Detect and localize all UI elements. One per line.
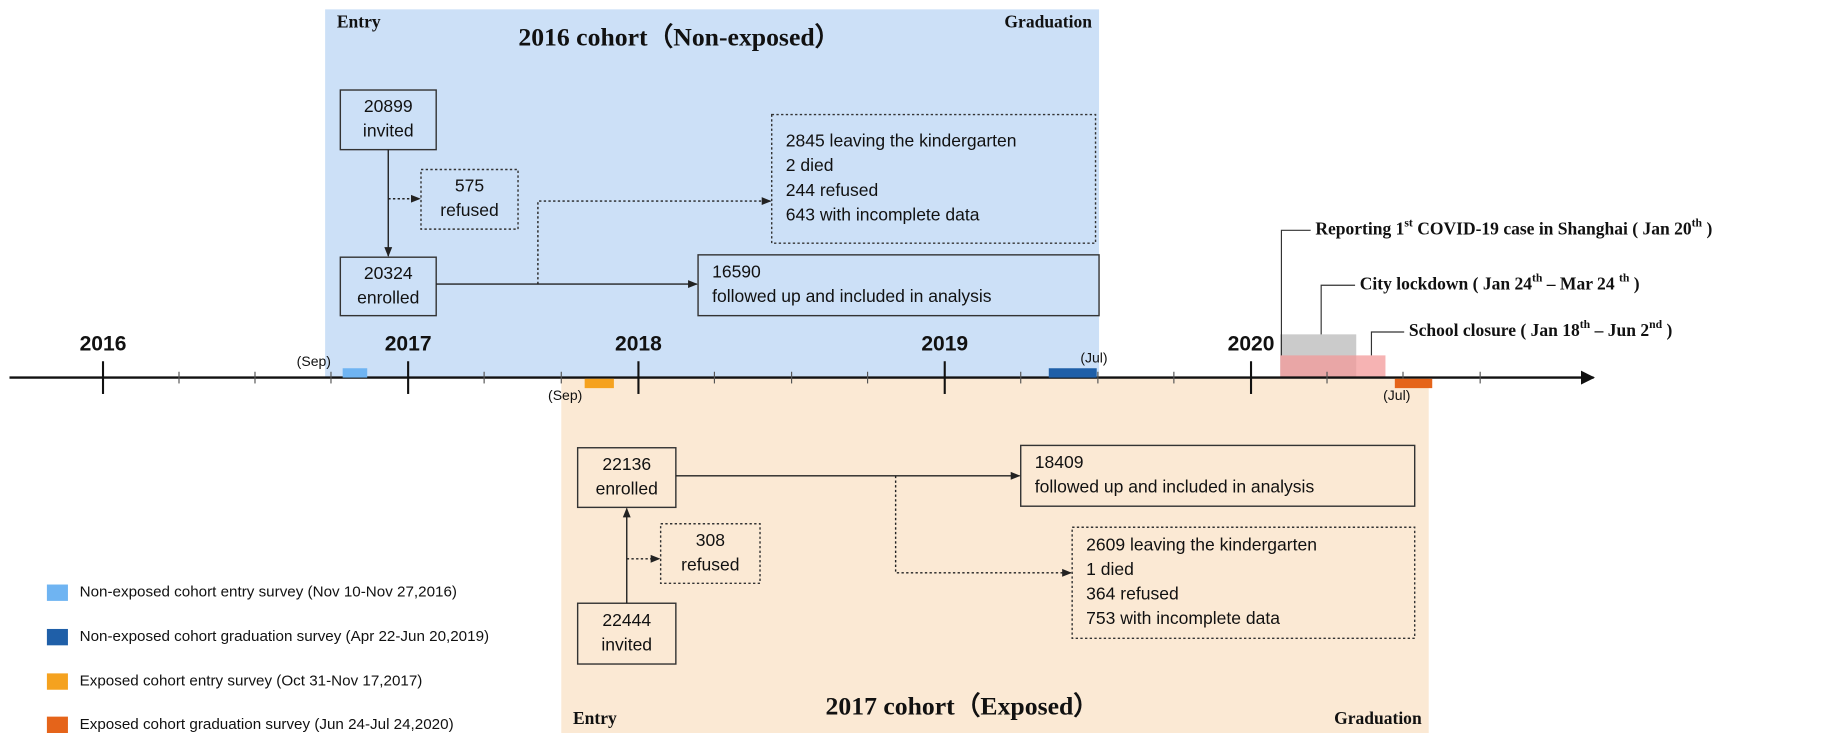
event-label: City lockdown ( Jan 24th – Mar 24 th )	[1360, 271, 1640, 293]
box-text: invited	[601, 635, 652, 655]
entry-label: Entry	[573, 708, 617, 728]
event-label: Reporting 1st COVID-19 case in Shanghai …	[1315, 216, 1712, 238]
legend-label: Non-exposed cohort graduation survey (Ap…	[80, 628, 489, 645]
box-text: 244 refused	[786, 180, 879, 200]
box-text: followed up and included in analysis	[712, 286, 992, 306]
box-text: 364 refused	[1086, 584, 1179, 604]
legend-label: Exposed cohort entry survey (Oct 31-Nov …	[80, 673, 423, 690]
event-text: th	[1580, 318, 1591, 331]
event-text: )	[1662, 320, 1672, 340]
box-text: 753 with incomplete data	[1086, 608, 1280, 628]
box-text: refused	[440, 200, 498, 220]
box-text: 20899	[364, 96, 413, 116]
box-text: 16590	[712, 262, 761, 282]
survey-marker	[342, 368, 368, 378]
flow-box	[771, 113, 1097, 244]
event-label: School closure ( Jan 18th – Jun 2nd )	[1409, 318, 1673, 340]
survey-month: (Jul)	[1080, 350, 1107, 366]
survey-marker	[1394, 378, 1433, 389]
flow-box	[339, 256, 437, 317]
event-leader	[1280, 229, 1311, 356]
box-text: 1 died	[1086, 559, 1134, 579]
box-text: 308	[696, 530, 725, 550]
survey-marker	[1048, 368, 1097, 378]
event-text: nd	[1649, 318, 1663, 331]
year-label: 2016	[80, 332, 127, 355]
box-text: followed up and included in analysis	[1035, 477, 1315, 497]
event-text: th	[1532, 271, 1543, 284]
box-text: 2 died	[786, 155, 834, 175]
survey-marker	[584, 378, 614, 389]
flow-box	[1071, 526, 1416, 640]
box-text: 2845 leaving the kindergarten	[786, 131, 1017, 151]
graduation-label: Graduation	[1334, 708, 1422, 728]
flow-box	[1020, 444, 1416, 507]
box-text: refused	[681, 554, 739, 574]
box-text: 575	[455, 176, 484, 196]
box-text: enrolled	[596, 478, 658, 498]
event-text: th	[1692, 216, 1703, 229]
box-text: 643 with incomplete data	[786, 204, 980, 224]
year-label: 2018	[615, 332, 662, 355]
event-text: )	[1629, 273, 1639, 293]
legend-label: Non-exposed cohort entry survey (Nov 10-…	[80, 584, 457, 601]
event-text: Reporting 1	[1315, 218, 1404, 238]
cohort-title: 2017 cohort（Exposed）	[826, 691, 1099, 720]
box-text: 22136	[602, 454, 651, 474]
flow-box	[420, 168, 519, 230]
flow-box	[697, 254, 1100, 317]
event-text: School closure ( Jan 18	[1409, 320, 1580, 340]
box-text: 22444	[602, 610, 651, 630]
legend-swatch	[46, 584, 68, 601]
box-text: enrolled	[357, 287, 419, 307]
event-text: )	[1702, 218, 1712, 238]
year-label: 2019	[921, 332, 968, 355]
flow-box	[576, 447, 677, 509]
cohort-panel	[325, 9, 1100, 378]
year-label: 2020	[1228, 332, 1275, 355]
box-text: 20324	[364, 263, 413, 283]
event-text: – Jun 2	[1590, 320, 1649, 340]
box-text: 18409	[1035, 452, 1084, 472]
survey-month: (Jul)	[1383, 387, 1410, 403]
legend-swatch	[46, 628, 68, 646]
legend-swatch	[46, 716, 68, 733]
school-closure-bar	[1280, 355, 1386, 378]
graduation-label: Graduation	[1004, 11, 1092, 31]
legend-swatch	[46, 673, 68, 690]
survey-month: (Sep)	[297, 353, 331, 369]
entry-label: Entry	[337, 11, 381, 31]
cohort-panel	[561, 377, 1429, 733]
box-text: 2609 leaving the kindergarten	[1086, 535, 1317, 555]
event-text: – Mar 24	[1542, 273, 1619, 293]
event-text: COVID-19 case in Shanghai ( Jan 20	[1413, 218, 1692, 238]
event-text: th	[1619, 271, 1630, 284]
event-leader	[1320, 284, 1356, 335]
event-text: st	[1404, 216, 1413, 229]
legend-label: Exposed cohort graduation survey (Jun 24…	[80, 716, 454, 733]
event-leader	[1370, 331, 1405, 356]
year-label: 2017	[385, 332, 432, 355]
event-text: City lockdown ( Jan 24	[1360, 273, 1532, 293]
box-text: invited	[363, 121, 414, 141]
cohort-title: 2016 cohort（Non-exposed）	[518, 23, 840, 52]
survey-month: (Sep)	[548, 387, 582, 403]
